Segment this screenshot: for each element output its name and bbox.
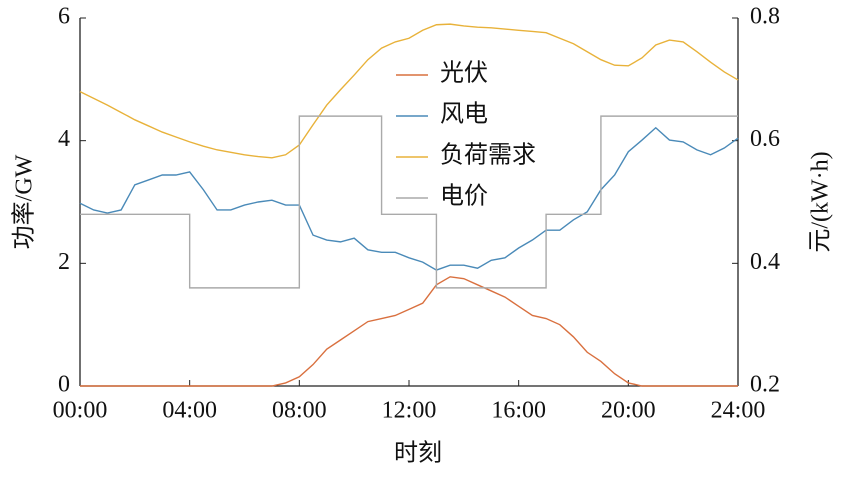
series-line xyxy=(79,126,739,271)
y-tick-label: 0 xyxy=(58,372,70,398)
y-tick-label: 4 xyxy=(58,126,70,152)
y2-tick-label: 0.6 xyxy=(750,126,780,152)
legend-label: 电价 xyxy=(440,183,488,210)
series-line xyxy=(80,115,738,289)
series-line xyxy=(80,276,738,387)
legend-label: 光伏 xyxy=(440,60,488,87)
y-axis-label: 功率/GW xyxy=(11,154,38,249)
x-tick-label: 08:00 xyxy=(272,398,327,424)
y-tick-label: 2 xyxy=(58,249,70,275)
x-tick-label: 00:00 xyxy=(53,398,108,424)
x-tick-label: 04:00 xyxy=(162,398,217,424)
legend-label: 负荷需求 xyxy=(440,142,536,169)
series-line xyxy=(79,23,739,159)
x-tick-label: 24:00 xyxy=(711,398,766,424)
y-tick-label: 6 xyxy=(58,4,70,30)
y2-axis-label: 元/(kW·h) xyxy=(808,151,834,252)
y2-tick-label: 0.2 xyxy=(750,372,780,398)
legend-label: 风电 xyxy=(440,101,488,128)
x-tick-label: 20:00 xyxy=(601,398,656,424)
y2-tick-label: 0.8 xyxy=(750,4,780,30)
x-axis-label: 时刻 xyxy=(394,440,442,467)
y2-tick-label: 0.4 xyxy=(750,249,780,275)
x-tick-label: 12:00 xyxy=(382,398,437,424)
x-tick-label: 16:00 xyxy=(491,398,546,424)
